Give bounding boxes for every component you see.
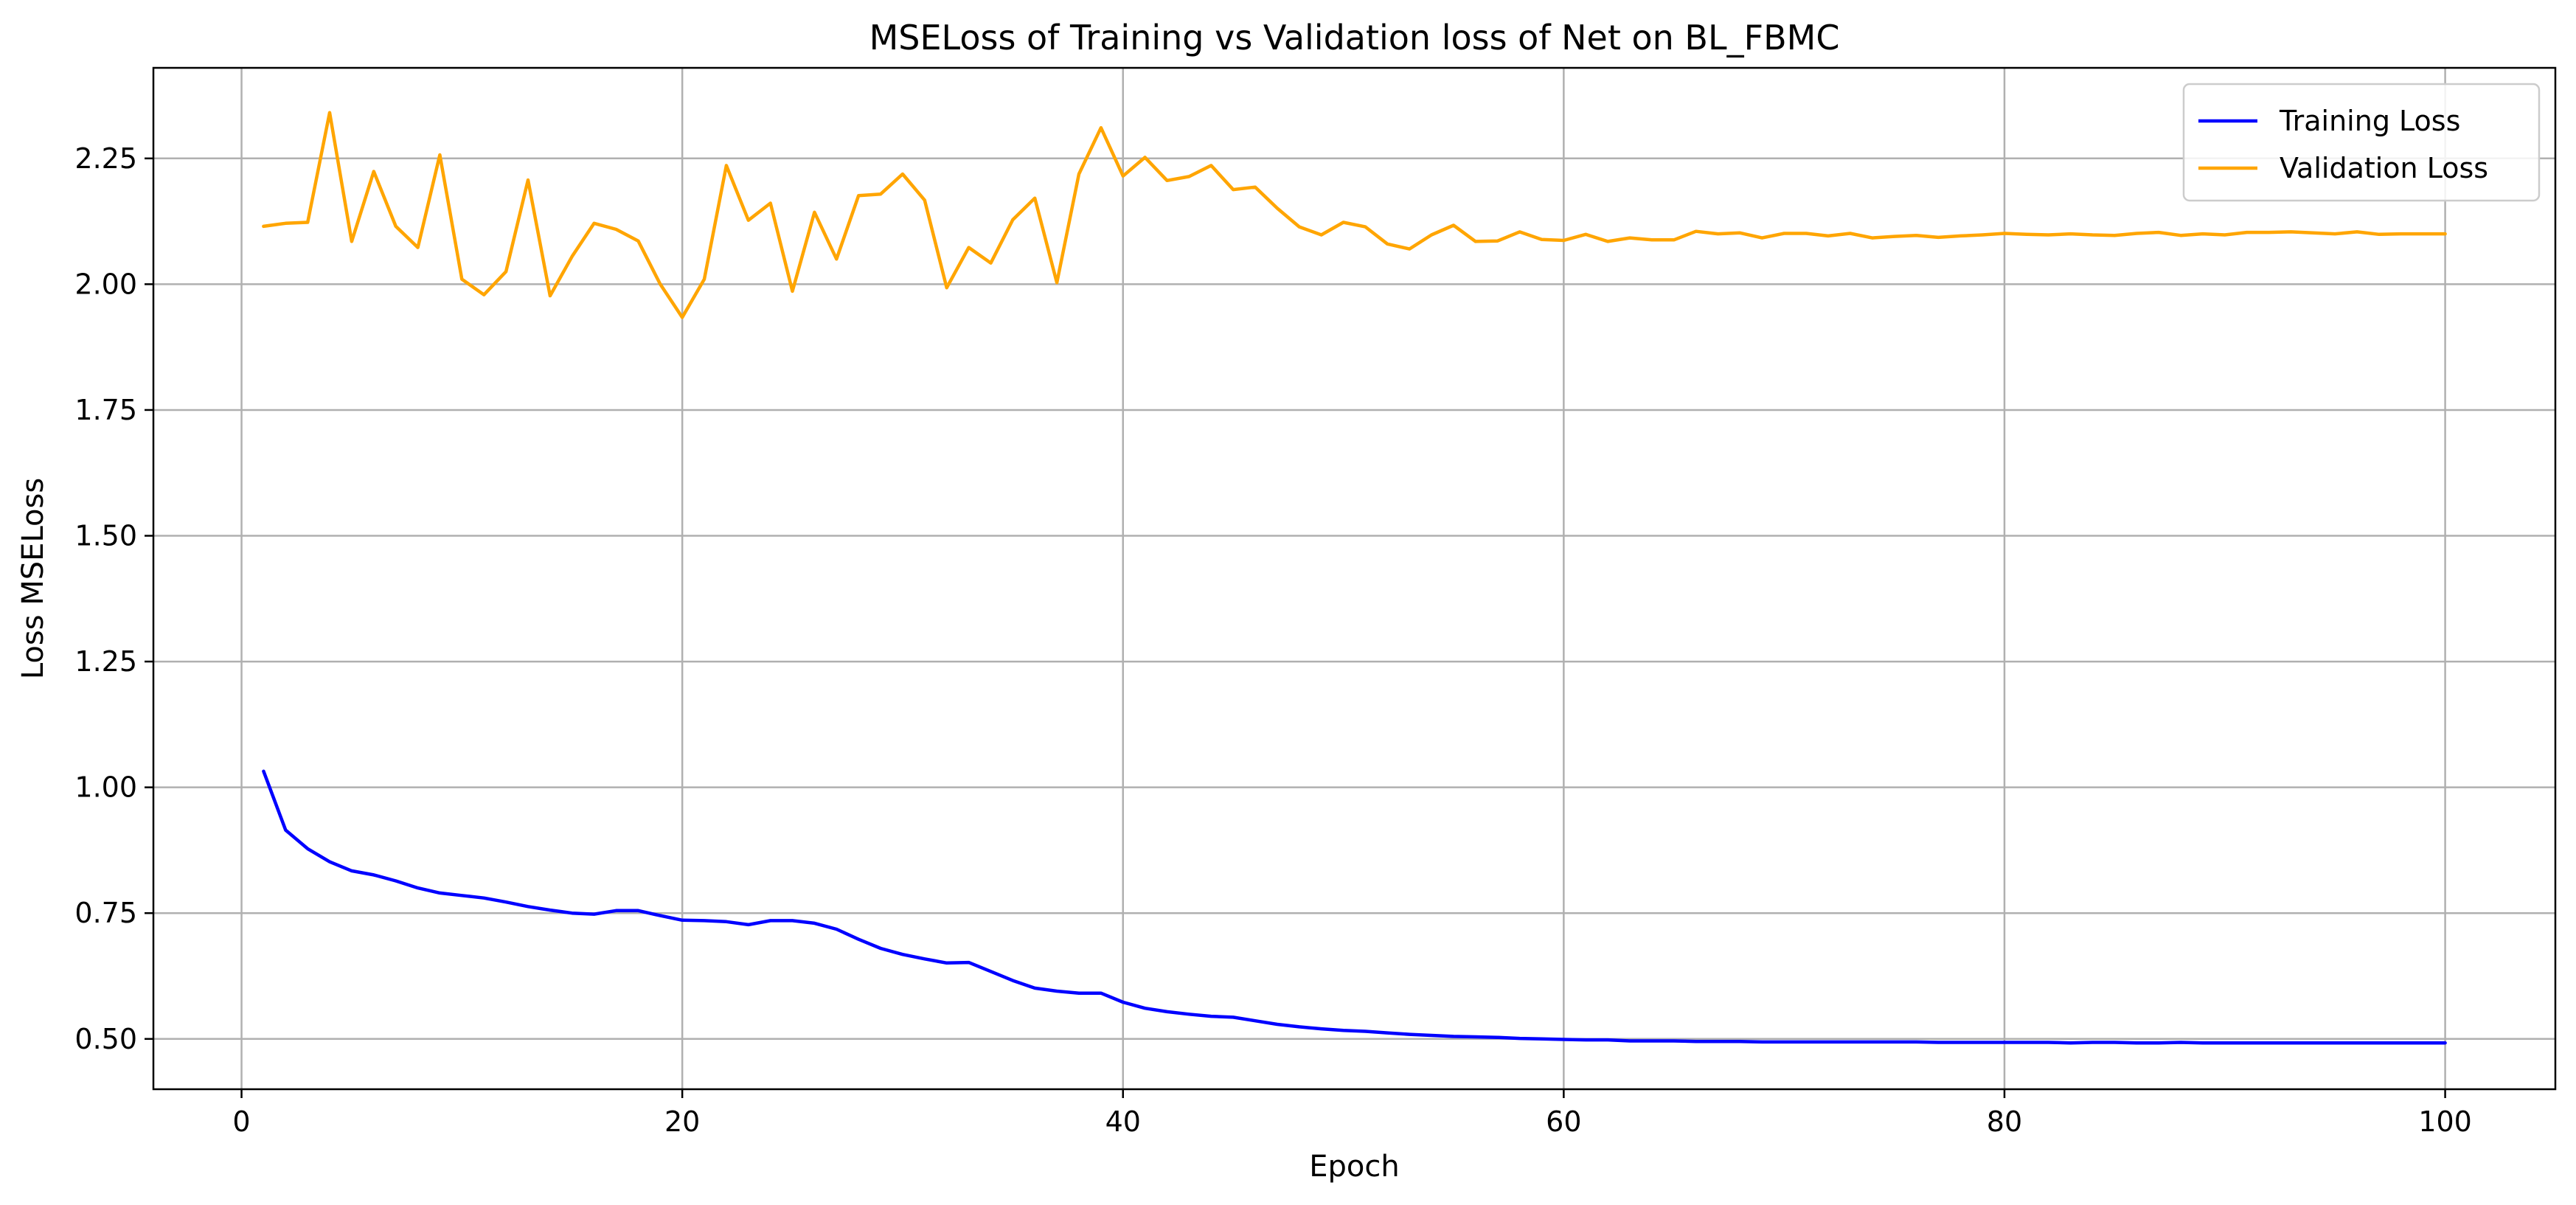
- y-tick-label: 2.00: [74, 268, 137, 300]
- x-tick-label: 40: [1105, 1105, 1141, 1138]
- x-tick-label: 20: [664, 1105, 700, 1138]
- x-tick-label: 80: [1987, 1105, 2022, 1138]
- y-tick-label: 2.25: [74, 142, 137, 175]
- series-lines: [262, 111, 2447, 1045]
- chart-title: MSELoss of Training vs Validation loss o…: [869, 18, 1840, 58]
- grid-lines: [153, 68, 2555, 1089]
- legend-label: Training Loss: [2279, 105, 2460, 137]
- plot-frame: [152, 66, 2557, 1091]
- y-tick-label: 1.50: [74, 520, 137, 552]
- x-tick-label: 60: [1546, 1105, 1581, 1138]
- x-tick-label: 100: [2418, 1105, 2472, 1138]
- legend-box: [2182, 83, 2541, 202]
- axis-ticks: 0 20 40 60 80 100 0.50 0.75 1.00 1.25 1.50 1.75 2.00…: [74, 142, 2471, 1138]
- y-tick-label: 0.75: [74, 897, 137, 929]
- series-line-training-loss: [262, 769, 2447, 1045]
- y-tick-label: 0.50: [74, 1023, 137, 1055]
- y-axis-label: Loss MSELoss: [16, 478, 50, 679]
- y-tick-label: 1.75: [74, 394, 137, 426]
- legend-label: Validation Loss: [2280, 152, 2488, 184]
- legend: Training Loss Validation Loss: [2182, 83, 2541, 202]
- y-tick-label: 1.00: [74, 771, 137, 804]
- x-tick-label: 0: [232, 1105, 250, 1138]
- y-tick-label: 1.25: [74, 645, 137, 678]
- series-line-validation-loss: [262, 111, 2447, 319]
- x-axis-label: Epoch: [1309, 1150, 1399, 1184]
